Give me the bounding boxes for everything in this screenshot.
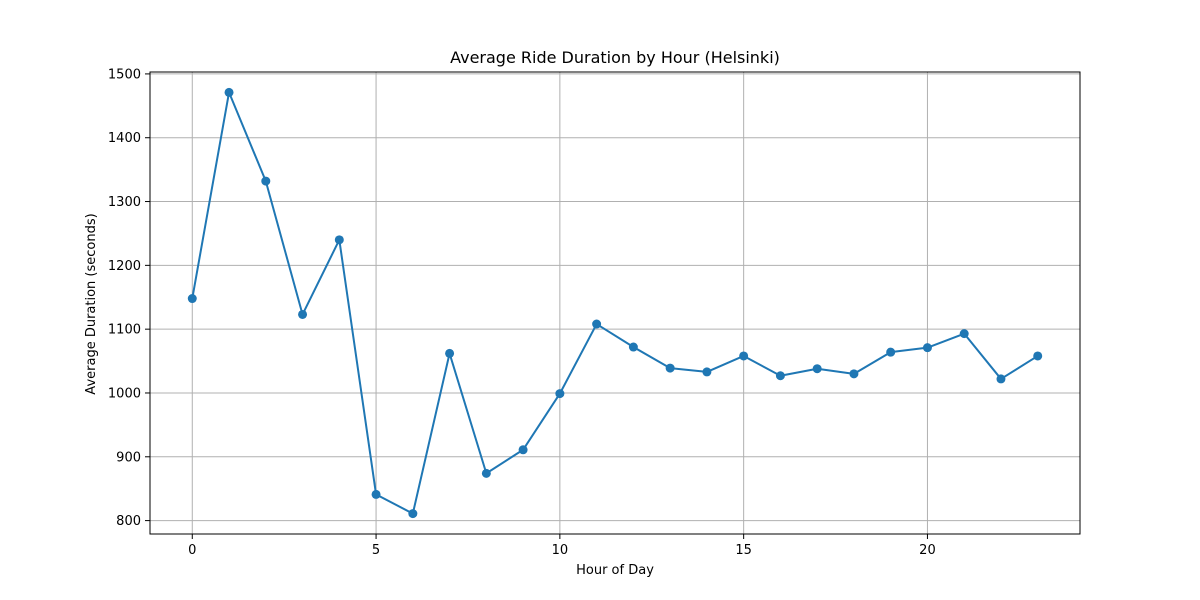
data-point (334, 235, 344, 245)
x-tick-label: 0 (188, 543, 196, 558)
plot-frame (149, 71, 1081, 535)
data-point (775, 371, 785, 381)
chart-title: Average Ride Duration by Hour (Helsinki) (450, 48, 780, 67)
data-point (812, 364, 822, 374)
x-tick-label: 20 (919, 543, 936, 558)
y-tick-label: 1000 (108, 386, 141, 401)
y-tick-label: 1400 (108, 131, 141, 146)
data-point (996, 374, 1006, 384)
x-tick-label: 10 (552, 543, 569, 558)
y-tick-label: 1300 (108, 195, 141, 210)
data-point (555, 389, 565, 399)
data-point (849, 369, 859, 379)
x-axis-label: Hour of Day (576, 563, 654, 578)
axis-ticks: 0 5 10 15 20 800 900 1000 1100 1200 1300 1400 1500 (108, 67, 936, 558)
y-tick-label: 900 (116, 450, 141, 465)
y-axis-label: Average Duration (seconds) (84, 213, 99, 394)
data-point (922, 343, 932, 353)
data-point (261, 176, 271, 186)
data-point (371, 489, 381, 499)
data-point (445, 348, 455, 358)
y-tick-label: 1500 (108, 67, 141, 82)
data-point (886, 347, 896, 357)
data-point (224, 87, 234, 97)
y-tick-label: 1100 (108, 323, 141, 338)
data-point (702, 367, 712, 377)
series-layer (187, 87, 1043, 519)
data-point (592, 319, 602, 329)
x-tick-label: 5 (372, 543, 380, 558)
data-point (739, 351, 749, 361)
x-tick-label: 15 (735, 543, 752, 558)
grid-lines (150, 72, 1080, 534)
y-tick-label: 1200 (108, 259, 141, 274)
y-tick-label: 800 (116, 514, 141, 529)
data-point (187, 294, 197, 304)
data-point (959, 329, 969, 339)
data-point (1033, 351, 1043, 361)
data-point (298, 309, 308, 319)
data-point (408, 509, 418, 519)
data-point (665, 363, 675, 373)
data-point (518, 445, 528, 455)
data-point (628, 342, 638, 352)
data-point (481, 468, 491, 478)
series-line (191, 91, 1039, 515)
